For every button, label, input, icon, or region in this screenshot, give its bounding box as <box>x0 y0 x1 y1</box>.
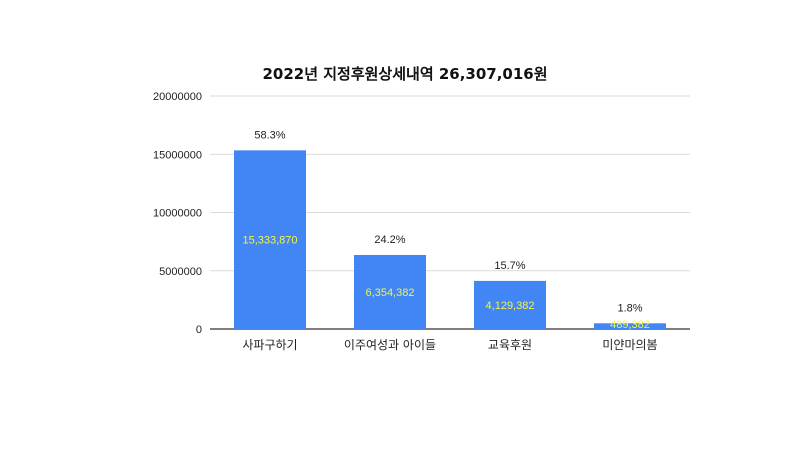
y-tick-label: 0 <box>196 324 202 336</box>
y-tick-label: 5000000 <box>159 266 202 278</box>
bar <box>474 280 546 329</box>
percent-label: 24.2% <box>374 234 405 246</box>
value-label: 6,354,382 <box>366 287 415 299</box>
percent-label: 1.8% <box>617 302 642 314</box>
value-label: 4,129,382 <box>486 300 535 312</box>
category-label: 미얀마의봄 <box>602 338 657 352</box>
bars <box>234 150 666 329</box>
value-label: 15,333,870 <box>242 235 297 247</box>
chart-title: 2022년 지정후원상세내역 26,307,016원 <box>262 65 547 83</box>
y-tick-label: 20000000 <box>153 91 202 103</box>
percent-label: 15.7% <box>494 260 525 272</box>
value-label: 489,382 <box>610 319 650 331</box>
category-label: 이주여성과 아이들 <box>344 338 436 352</box>
percent-label: 58.3% <box>254 129 285 141</box>
y-axis-ticks: 0 5000000 10000000 15000000 20000000 <box>153 91 202 336</box>
bar <box>594 323 666 329</box>
category-label: 교육후원 <box>488 338 532 352</box>
bar <box>354 254 426 329</box>
x-axis-categories: 사파구하기 이주여성과 아이들 교육후원 미얀마의봄 <box>242 338 657 352</box>
data-labels: 58.3% 15,333,870 24.2% 6,354,382 15.7% 4,129,… <box>242 129 649 331</box>
y-tick-label: 15000000 <box>153 149 202 161</box>
bar <box>234 150 306 329</box>
y-tick-label: 10000000 <box>153 208 202 220</box>
category-label: 사파구하기 <box>242 338 297 352</box>
